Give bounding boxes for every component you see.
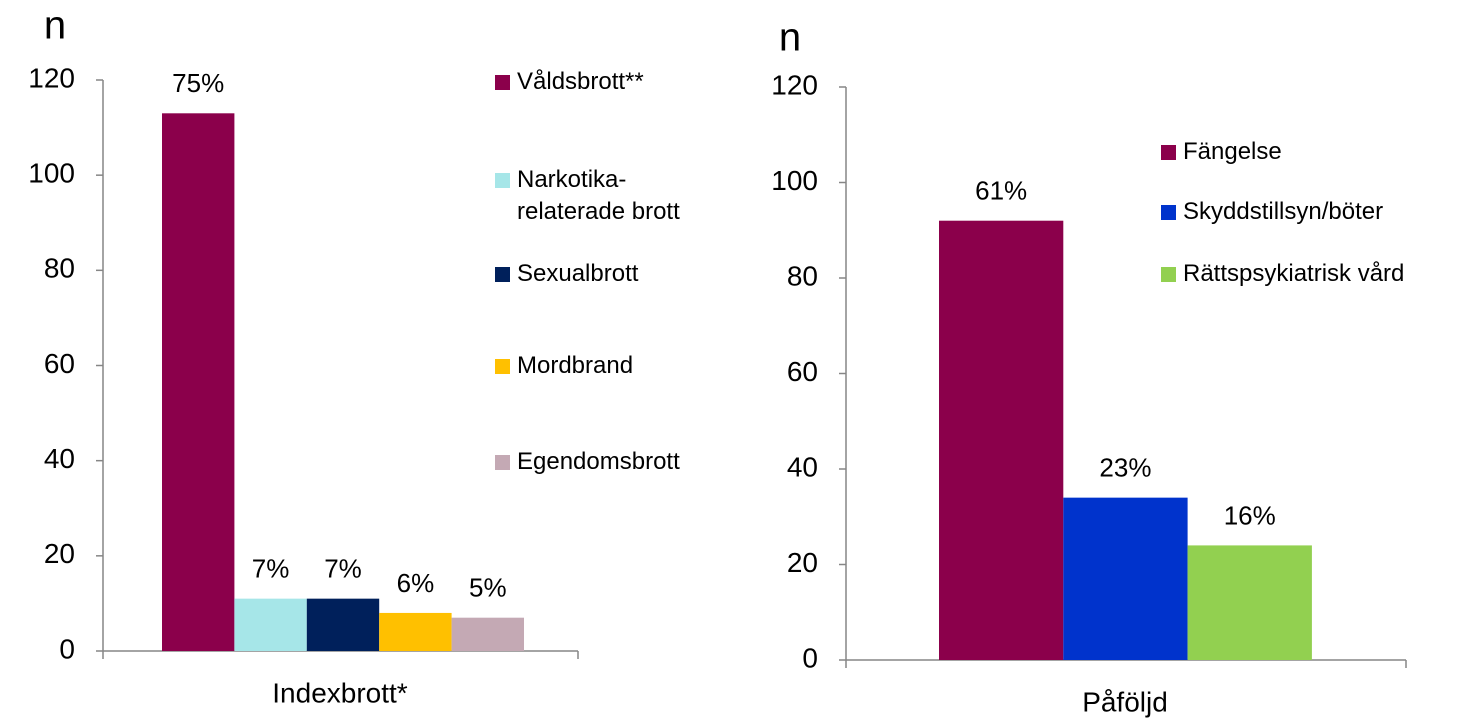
- y-tick-label: 0: [802, 642, 818, 673]
- x-axis-label: Indexbrott*: [272, 677, 408, 708]
- legend-swatch: [1161, 145, 1176, 160]
- legend-swatch: [1161, 205, 1176, 220]
- y-tick-label: 80: [44, 253, 75, 284]
- y-axis-label: n: [779, 16, 801, 60]
- y-tick-label: 120: [28, 62, 75, 93]
- y-tick-label: 0: [59, 633, 75, 664]
- bar: [306, 598, 380, 651]
- legend-swatch: [495, 455, 510, 470]
- bar: [939, 220, 1064, 660]
- y-tick-label: 120: [771, 69, 818, 100]
- legend-item: Skyddstillsyn/böter: [1161, 196, 1461, 228]
- bar-annotation: 75%: [172, 68, 224, 98]
- legend-item: Rättspsykiatrisk vård: [1161, 258, 1461, 290]
- bar: [1063, 497, 1188, 660]
- legend-label: Narkotika-relaterade brott: [517, 166, 680, 225]
- legend-label: Skyddstillsyn/böter: [1183, 198, 1384, 225]
- y-tick-label: 20: [44, 538, 75, 569]
- bar-annotation: 7%: [324, 554, 362, 584]
- y-tick-label: 80: [787, 260, 818, 291]
- bar-annotation: 6%: [397, 568, 435, 598]
- bar: [1187, 545, 1312, 660]
- legend-label: Fängelse: [1183, 138, 1282, 165]
- legend-swatch: [495, 267, 510, 282]
- y-tick-label: 40: [787, 451, 818, 482]
- bar-annotation: 7%: [252, 554, 290, 584]
- legend-swatch: [495, 173, 510, 188]
- y-axis-label: n: [44, 4, 66, 48]
- bar-annotation: 61%: [975, 176, 1027, 206]
- legend-item: Sexualbrott: [495, 258, 710, 290]
- y-tick-label: 60: [787, 356, 818, 387]
- bar: [234, 598, 307, 651]
- bar: [162, 113, 235, 651]
- legend-label: Egendomsbrott: [517, 448, 680, 475]
- bar-annotation: 23%: [1099, 453, 1151, 483]
- y-tick-label: 20: [787, 547, 818, 578]
- legend-swatch: [1161, 267, 1176, 282]
- legend-label: Sexualbrott: [517, 260, 639, 287]
- legend-label: Mordbrand: [517, 352, 634, 379]
- y-tick-label: 100: [771, 165, 818, 196]
- legend-swatch: [495, 359, 510, 374]
- legend-swatch: [495, 75, 510, 90]
- legend-label: Våldsbrott**: [517, 68, 644, 95]
- bar-annotation: 5%: [469, 573, 507, 603]
- legend-item: Mordbrand: [495, 350, 710, 382]
- legend-label: Rättspsykiatrisk vård: [1183, 260, 1405, 287]
- legend-item: Fängelse: [1161, 136, 1461, 168]
- bar: [379, 612, 452, 651]
- bar: [451, 617, 524, 651]
- legend-item: Egendomsbrott: [495, 446, 710, 478]
- y-tick-label: 100: [28, 158, 75, 189]
- x-axis-label: Påföljd: [1082, 686, 1168, 717]
- y-tick-label: 60: [44, 348, 75, 379]
- legend-item: Narkotika-relaterade brott: [495, 164, 710, 228]
- bar-annotation: 16%: [1224, 500, 1276, 530]
- y-tick-label: 40: [44, 443, 75, 474]
- legend-item: Våldsbrott**: [495, 66, 710, 98]
